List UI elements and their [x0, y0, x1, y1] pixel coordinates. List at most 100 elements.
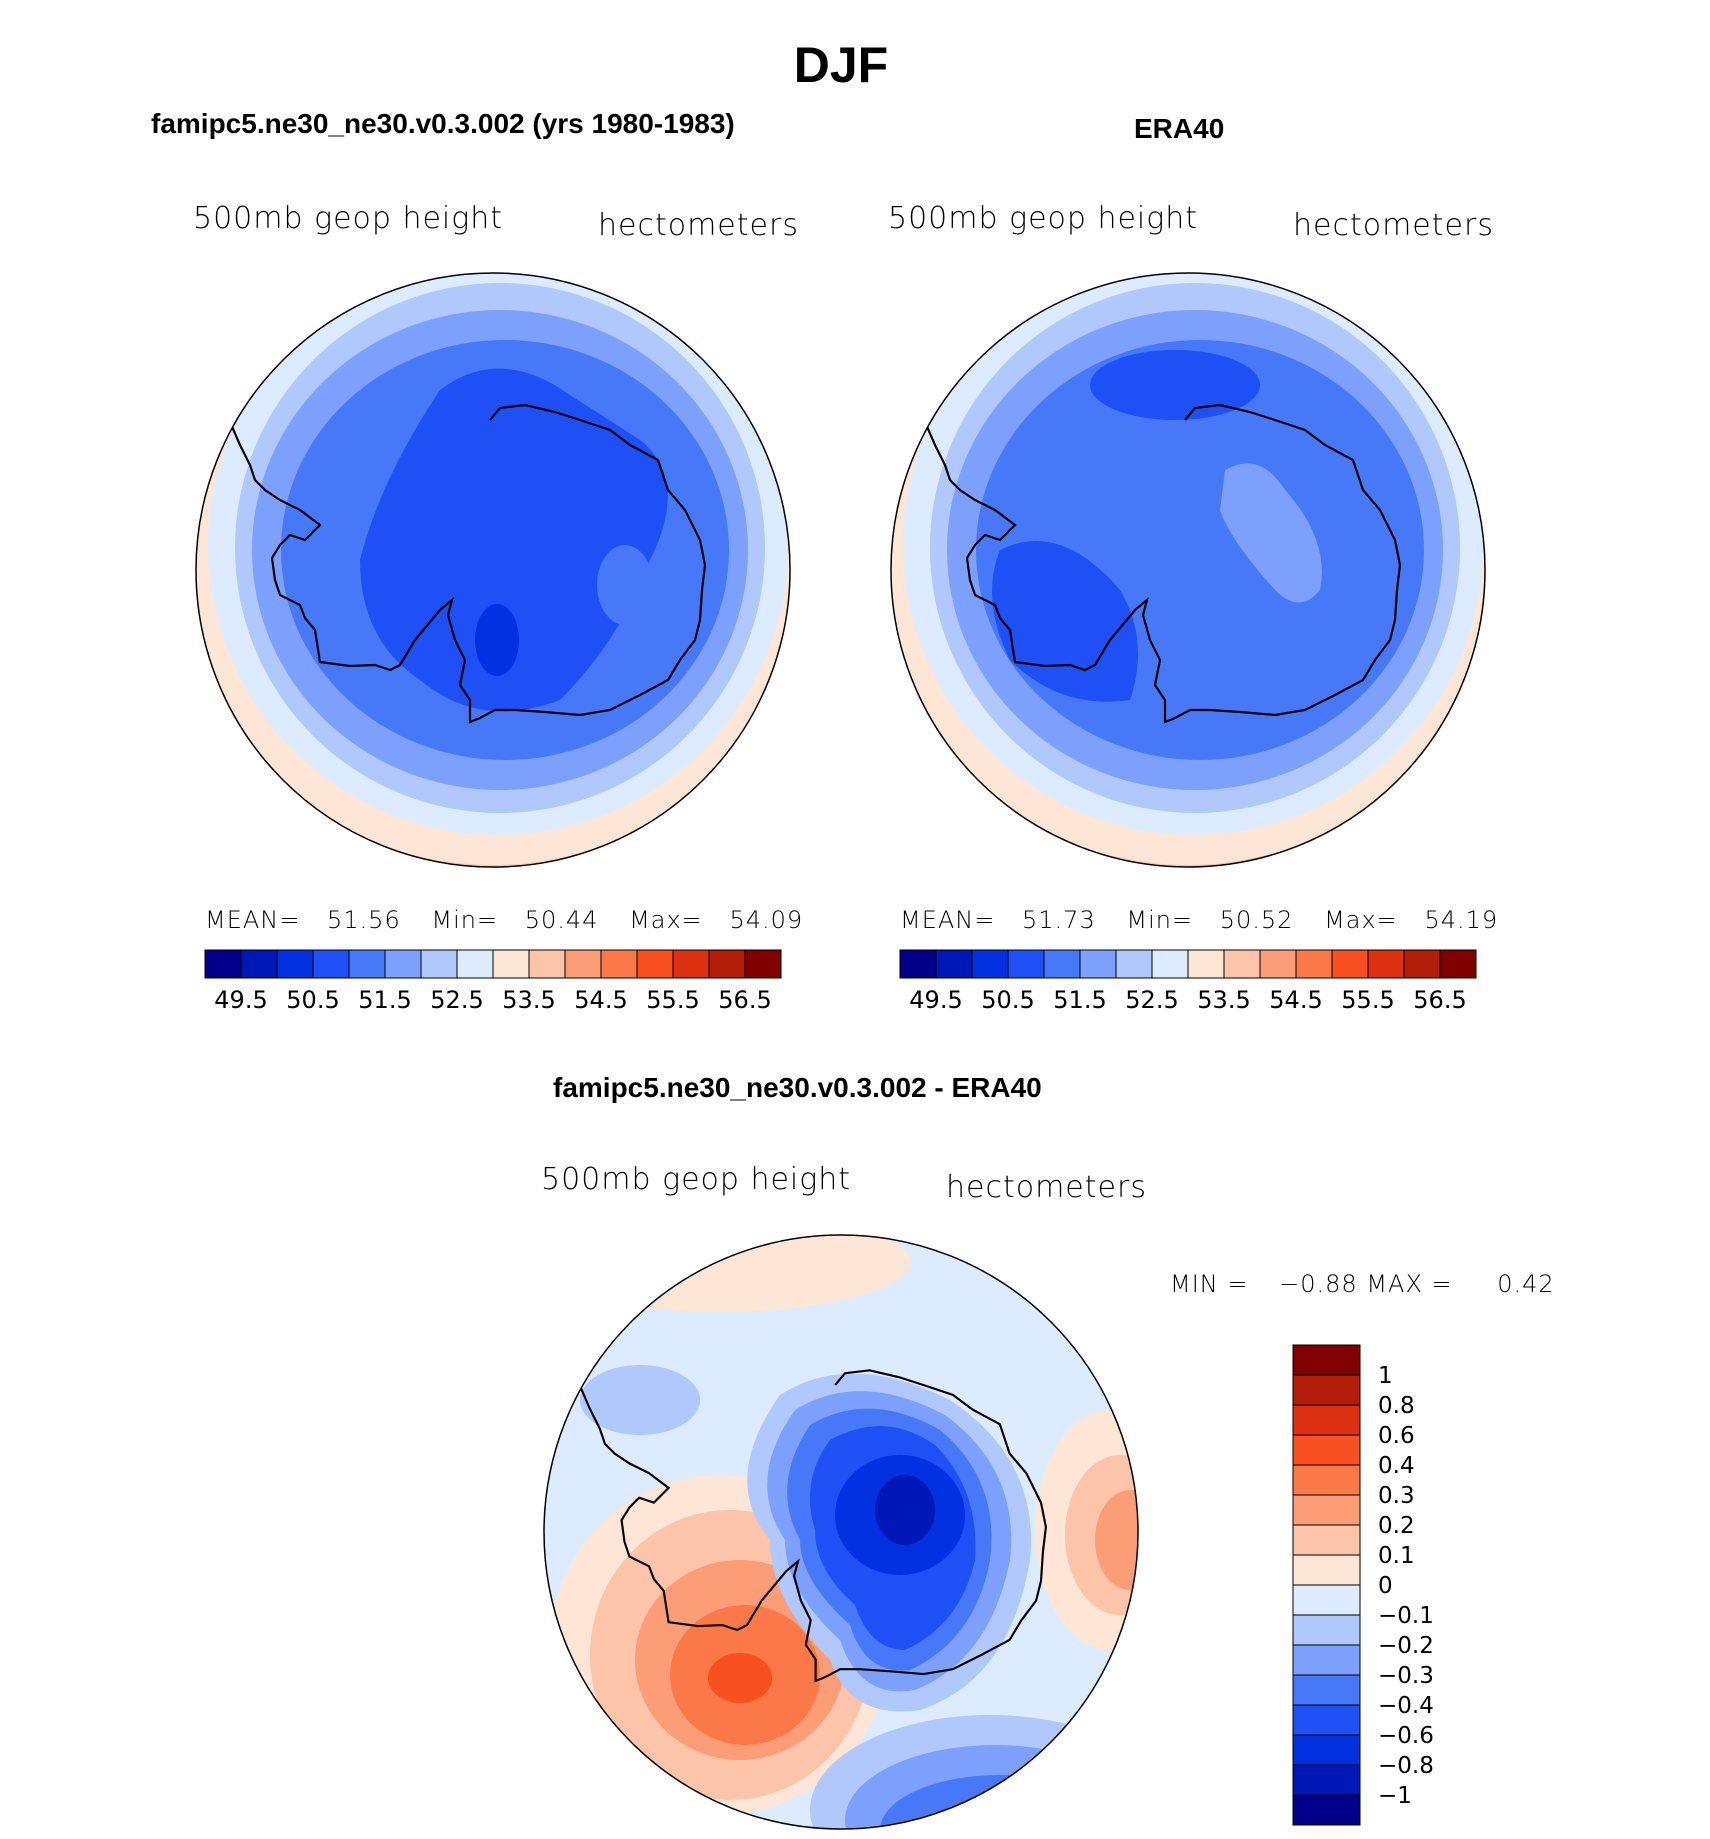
panel2-max-value: 54.19: [1424, 906, 1499, 934]
colorbar-swatch: [276, 949, 314, 979]
panel2-fill-low1: [1090, 350, 1260, 420]
panel2-units-label: hectometers: [1293, 208, 1494, 243]
panel3-units-label: hectometers: [946, 1170, 1147, 1205]
colorbar-swatch: [492, 949, 530, 979]
panel3-map: [544, 1235, 1138, 1829]
panel2-fill-low2: [992, 541, 1138, 702]
panel3-fill-neg-topleft: [580, 1365, 700, 1435]
panel3-min-value: −0.88: [1279, 1270, 1358, 1298]
colorbar-swatch: [1292, 1464, 1361, 1496]
colorbar-swatch: [1115, 949, 1153, 979]
colorbar-tick-label: 55.5: [1341, 986, 1394, 1014]
colorbar-swatch: [1292, 1494, 1361, 1526]
colorbar-swatch: [1292, 1434, 1361, 1466]
colorbar-swatch: [1187, 949, 1225, 979]
colorbar-swatch: [672, 949, 710, 979]
colorbar-tick-label: 53.5: [1197, 986, 1250, 1014]
colorbar-swatch: [1292, 1374, 1361, 1406]
panel1-map: [196, 273, 790, 867]
colorbar-swatch: [899, 949, 937, 979]
colorbar-tick-label: −0.3: [1378, 1663, 1434, 1689]
colorbar-swatch: [1292, 1794, 1361, 1826]
colorbar-swatch: [1043, 949, 1081, 979]
colorbar-tick-label: 52.5: [1125, 986, 1178, 1014]
colorbar-tick-label: −0.2: [1378, 1633, 1434, 1659]
panel3-fill-pos-right3: [1095, 1490, 1138, 1590]
colorbar-tick-label: −0.1: [1378, 1603, 1434, 1629]
panel1-fill-low: [475, 604, 519, 676]
panel3-fill-pos-top: [544, 1235, 910, 1312]
panel1-min-label: Min=: [431, 906, 499, 934]
colorbar-swatch: [564, 949, 602, 979]
panel3-field-label: 500mb geop height: [541, 1162, 852, 1197]
colorbar-swatch: [1292, 1524, 1361, 1556]
panel1-min-value: 50.44: [524, 906, 599, 934]
colorbar-tick-label: −0.8: [1378, 1753, 1434, 1779]
colorbar-swatch: [1292, 1764, 1361, 1796]
panel3-stats: MIN = −0.88 MAX = 0.42: [1170, 1270, 1555, 1298]
colorbar-swatch: [744, 949, 782, 979]
colorbar-swatch: [708, 949, 746, 979]
colorbar-swatch: [1292, 1554, 1361, 1586]
panel1-mean-value: 51.56: [327, 906, 401, 934]
colorbar-tick-label: 0.3: [1378, 1483, 1415, 1509]
panel1-stats: MEAN= 51.56 Min= 50.44 Max= 54.09: [205, 906, 803, 934]
panel2-map: [891, 273, 1485, 867]
colorbar-swatch: [528, 949, 566, 979]
panel2-max-label: Max=: [1324, 906, 1398, 934]
colorbar-tick-label: 50.5: [286, 986, 339, 1014]
panel1-title: famipc5.ne30_ne30.v0.3.002 (yrs 1980-198…: [151, 108, 735, 139]
colorbar-tick-label: 0.6: [1378, 1423, 1415, 1449]
panel2-fill-high: [1220, 463, 1322, 603]
panel1-units-label: hectometers: [598, 208, 799, 243]
panel1-border: [195, 272, 791, 868]
colorbar-swatch: [1292, 1614, 1361, 1646]
panel1-fill-high: [597, 545, 653, 625]
panel2-mean-value: 51.73: [1022, 906, 1096, 934]
colorbar-swatch: [1331, 949, 1369, 979]
colorbar-tick-label: 55.5: [646, 986, 699, 1014]
colorbar-tick-label: 51.5: [1053, 986, 1106, 1014]
colorbar-swatch: [1292, 1734, 1361, 1766]
panel3-border: [543, 1234, 1139, 1830]
colorbar-tick-label: −0.4: [1378, 1693, 1434, 1719]
colorbar-swatch: [1223, 949, 1261, 979]
colorbar-swatch: [1403, 949, 1441, 979]
colorbar-swatch: [312, 949, 350, 979]
panel3-max-value: 0.42: [1497, 1270, 1555, 1298]
panel3-fill-neg-center6: [875, 1475, 935, 1545]
colorbar-swatch: [1292, 1344, 1361, 1376]
panel1-colorbar: 49.5 50.5 51.5 52.5 53.5 54.5 55.5 56.5: [204, 949, 782, 1014]
colorbar-tick-label: 51.5: [358, 986, 411, 1014]
colorbar-swatch: [600, 949, 638, 979]
panel1-field-label: 500mb geop height: [193, 201, 504, 236]
colorbar-tick-label: −0.6: [1378, 1723, 1434, 1749]
colorbar-tick-label: 53.5: [502, 986, 555, 1014]
panel2-min-label: Min=: [1126, 906, 1194, 934]
colorbar-swatch: [1079, 949, 1117, 979]
colorbar-swatch: [636, 949, 674, 979]
panel3-title: famipc5.ne30_ne30.v0.3.002 - ERA40: [553, 1072, 1042, 1103]
colorbar-swatch: [1295, 949, 1333, 979]
panel2-border: [890, 272, 1486, 868]
panel1-mean-label: MEAN=: [205, 906, 301, 934]
colorbar-swatch: [204, 949, 242, 979]
colorbar-tick-label: 52.5: [430, 986, 483, 1014]
colorbar-swatch: [1292, 1674, 1361, 1706]
colorbar-swatch: [1292, 1644, 1361, 1676]
colorbar-swatch: [384, 949, 422, 979]
panel3-min-label: MIN =: [1170, 1270, 1249, 1298]
panel1-max-value: 54.09: [729, 906, 804, 934]
panel2-colorbar: 49.5 50.5 51.5 52.5 53.5 54.5 55.5 56.5: [899, 949, 1477, 1014]
colorbar-swatch: [935, 949, 973, 979]
panel2-min-value: 50.52: [1219, 906, 1294, 934]
colorbar-tick-label: 0.2: [1378, 1513, 1415, 1539]
colorbar-tick-label: 49.5: [214, 986, 267, 1014]
panel3-fill-pos-left5: [708, 1653, 772, 1703]
colorbar-swatch: [240, 949, 278, 979]
panel1-max-label: Max=: [629, 906, 703, 934]
colorbar-swatch: [1007, 949, 1045, 979]
colorbar-swatch: [1367, 949, 1405, 979]
colorbar-tick-label: 0.4: [1378, 1453, 1415, 1479]
